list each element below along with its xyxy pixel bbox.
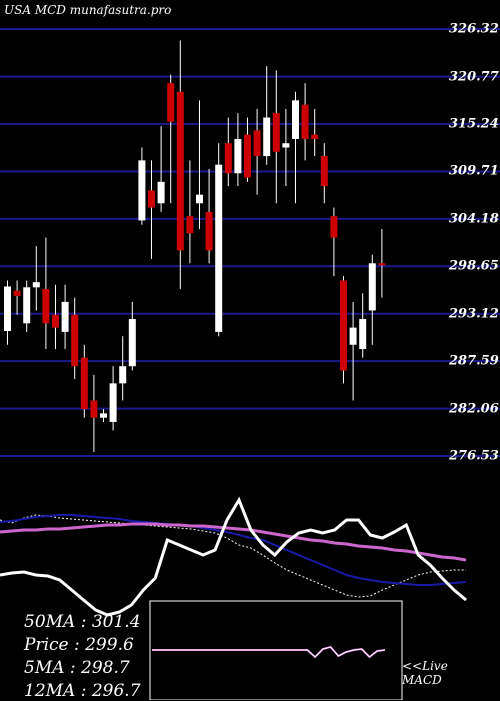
- candle-body: [4, 286, 11, 332]
- candle-body: [23, 287, 31, 324]
- macd-label: <<Live MACD: [402, 659, 448, 687]
- y-tick-label: 282.06: [449, 401, 499, 417]
- y-tick-label: 315.24: [449, 116, 499, 132]
- candle-body: [282, 143, 290, 148]
- stat-12ma: 12MA : 296.7: [24, 681, 141, 701]
- candle-body: [215, 164, 223, 332]
- macd-panel: [149, 600, 403, 700]
- y-tick-label: 304.18: [449, 211, 499, 227]
- candle-body: [378, 263, 386, 266]
- candlestick-series: [4, 40, 386, 452]
- candle-body: [119, 366, 127, 384]
- candle-body: [272, 113, 280, 152]
- candle-body: [330, 216, 338, 238]
- y-tick-label: 326.32: [449, 21, 499, 37]
- candle-body: [138, 160, 146, 221]
- candle-body: [263, 117, 271, 157]
- y-tick-label: 287.59: [449, 353, 499, 369]
- candle-body: [359, 319, 367, 350]
- candle-body: [320, 156, 328, 187]
- mid-ma-line: [0, 514, 467, 586]
- candle-body: [42, 289, 50, 324]
- candle-body: [253, 130, 261, 157]
- candle-body: [244, 134, 251, 178]
- candle-body: [311, 134, 319, 139]
- price-gridlines: [0, 28, 500, 457]
- macd-live-label: <<Live: [402, 659, 448, 673]
- stat-5ma: 5MA : 298.7: [24, 658, 130, 678]
- macd-name-label: MACD: [402, 673, 442, 687]
- y-tick-label: 276.53: [449, 448, 499, 464]
- candle-body: [340, 280, 347, 371]
- macd-box: [149, 600, 403, 700]
- short-ma-line: [0, 514, 466, 598]
- candle-body: [349, 327, 357, 345]
- y-tick-label: 298.65: [449, 258, 499, 274]
- y-tick-label: 320.77: [449, 69, 499, 85]
- candle-body: [32, 282, 40, 288]
- candle-body: [234, 138, 242, 174]
- stat-price: Price : 299.6: [24, 635, 134, 655]
- candle-body: [157, 181, 165, 204]
- macd-signal-line: [152, 645, 386, 659]
- oscillator-line: [0, 496, 467, 617]
- macd-line: [152, 646, 386, 658]
- candle-body: [205, 211, 213, 251]
- candle-body: [186, 216, 194, 234]
- candle-body: [71, 314, 79, 367]
- candle-body: [128, 319, 136, 367]
- candle-body: [224, 143, 232, 174]
- candle-body: [292, 100, 299, 139]
- candle-body: [52, 314, 59, 328]
- candle-body: [196, 194, 203, 204]
- candle-body: [90, 400, 98, 418]
- candle-body: [61, 301, 69, 332]
- ticker-title: USA MCD munafasutra.pro: [4, 3, 172, 17]
- candle-body: [148, 190, 155, 208]
- y-tick-label: 309.71: [449, 163, 499, 179]
- candle-body: [176, 91, 184, 251]
- long-ma-line: [0, 522, 467, 562]
- candle-body: [167, 83, 175, 122]
- y-tick-label: 293.12: [449, 306, 499, 322]
- stat-50ma: 50MA : 301.4: [24, 612, 141, 632]
- candle-body: [80, 357, 88, 410]
- candle-body: [100, 413, 107, 418]
- candle-body: [368, 263, 376, 311]
- candle-body: [109, 383, 117, 422]
- candle-body: [13, 290, 21, 296]
- moving-average-lines: [0, 496, 467, 617]
- candle-body: [301, 104, 309, 139]
